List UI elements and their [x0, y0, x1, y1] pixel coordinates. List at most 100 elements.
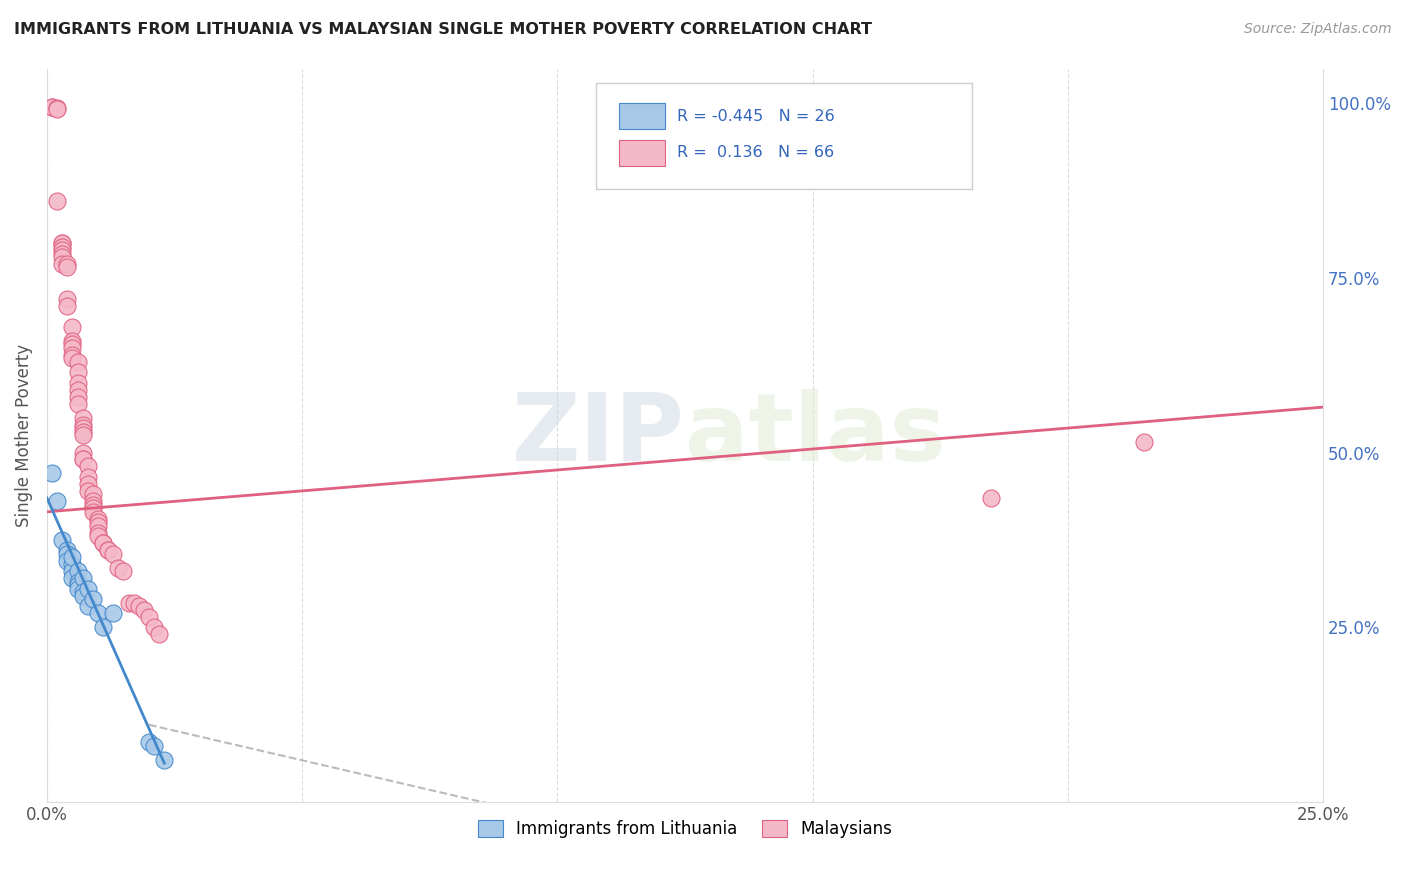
Text: R =  0.136   N = 66: R = 0.136 N = 66 [678, 145, 835, 161]
Point [51, 235, 73, 250]
Point [66, 582, 89, 596]
Point [62, 558, 84, 572]
Point [87, 518, 110, 533]
Point [66, 397, 89, 411]
Point [91, 620, 114, 634]
Point [62, 550, 84, 565]
Point [82, 505, 104, 519]
Point [62, 319, 84, 334]
Point [143, 620, 166, 634]
Point [46, 102, 69, 116]
Point [128, 599, 150, 613]
Point [51, 246, 73, 260]
Text: IMMIGRANTS FROM LITHUANIA VS MALAYSIAN SINGLE MOTHER POVERTY CORRELATION CHART: IMMIGRANTS FROM LITHUANIA VS MALAYSIAN S… [14, 22, 872, 37]
Point [51, 243, 73, 257]
Point [66, 574, 89, 589]
Point [46, 101, 69, 115]
Point [41, 100, 63, 114]
Point [76, 483, 98, 498]
Point [76, 459, 98, 474]
Point [112, 564, 135, 578]
Point [72, 452, 94, 467]
Point [72, 421, 94, 435]
Point [107, 560, 129, 574]
Point [82, 487, 104, 501]
Point [41, 100, 63, 114]
Point [66, 355, 89, 369]
Point [72, 585, 94, 599]
Point [76, 470, 98, 484]
Point [41, 467, 63, 481]
Point [103, 606, 125, 620]
Point [46, 494, 69, 508]
Point [103, 547, 125, 561]
Point [138, 735, 160, 749]
Point [153, 753, 176, 767]
Point [72, 428, 94, 442]
Point [87, 516, 110, 530]
Point [148, 627, 170, 641]
Point [56, 292, 79, 306]
Point [82, 498, 104, 512]
Point [132, 602, 155, 616]
Point [72, 410, 94, 425]
Point [56, 543, 79, 558]
Point [138, 609, 160, 624]
Point [66, 365, 89, 379]
Point [91, 536, 114, 550]
Point [980, 491, 1002, 505]
Point [143, 739, 166, 753]
Point [62, 341, 84, 355]
Point [87, 512, 110, 526]
Point [66, 383, 89, 397]
Point [51, 533, 73, 547]
Point [97, 543, 120, 558]
Point [76, 599, 98, 613]
Text: atlas: atlas [685, 389, 946, 481]
Text: ZIP: ZIP [512, 389, 685, 481]
Point [72, 445, 94, 459]
Point [72, 589, 94, 603]
Point [66, 578, 89, 592]
Point [56, 257, 79, 271]
Point [56, 554, 79, 568]
Point [62, 351, 84, 366]
Point [62, 564, 84, 578]
Text: Source: ZipAtlas.com: Source: ZipAtlas.com [1244, 22, 1392, 37]
Point [97, 543, 120, 558]
Text: R = -0.445   N = 26: R = -0.445 N = 26 [678, 109, 835, 124]
Point [87, 525, 110, 540]
Point [56, 260, 79, 275]
Point [117, 596, 139, 610]
Point [46, 194, 69, 209]
Legend: Immigrants from Lithuania, Malaysians: Immigrants from Lithuania, Malaysians [471, 813, 898, 845]
FancyBboxPatch shape [619, 103, 665, 129]
Point [51, 235, 73, 250]
Y-axis label: Single Mother Poverty: Single Mother Poverty [15, 343, 32, 526]
Point [82, 501, 104, 516]
Point [87, 529, 110, 543]
Point [72, 425, 94, 439]
Point [76, 477, 98, 491]
Point [87, 606, 110, 620]
Point [72, 452, 94, 467]
Point [66, 564, 89, 578]
Point [72, 571, 94, 585]
Point [62, 334, 84, 348]
Point [51, 239, 73, 253]
Point [56, 547, 79, 561]
Point [56, 299, 79, 313]
FancyBboxPatch shape [619, 140, 665, 166]
Point [82, 494, 104, 508]
Point [62, 571, 84, 585]
Point [66, 376, 89, 390]
Point [1133, 435, 1156, 450]
Point [72, 417, 94, 432]
Point [51, 250, 73, 264]
Point [51, 257, 73, 271]
Point [66, 390, 89, 404]
Point [91, 536, 114, 550]
FancyBboxPatch shape [596, 83, 972, 189]
Point [76, 582, 98, 596]
Point [62, 337, 84, 351]
